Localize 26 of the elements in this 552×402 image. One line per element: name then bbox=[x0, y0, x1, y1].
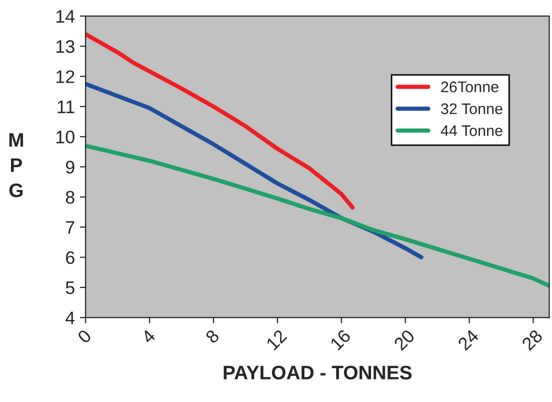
x-tick-label: 24 bbox=[457, 328, 480, 351]
y-tick-label: 5 bbox=[66, 282, 74, 294]
y-tick-label: 9 bbox=[66, 160, 74, 174]
y-tick-label: 10 bbox=[56, 130, 74, 144]
x-axis-title: PAYLOAD - TONNES bbox=[224, 366, 412, 380]
line-series bbox=[86, 32, 355, 210]
x-tick-label: 16 bbox=[330, 328, 352, 351]
x-tick-label: 28 bbox=[521, 328, 544, 351]
y-tick-label: 8 bbox=[66, 190, 74, 204]
legend-label: 32 Tonne bbox=[441, 103, 502, 114]
y-tick-label: 7 bbox=[66, 221, 74, 234]
y-tick-label: 11 bbox=[58, 100, 74, 114]
x-tick-label: 8 bbox=[204, 328, 220, 344]
y-tick-label: 13 bbox=[56, 40, 74, 53]
legend-label: 26Tonne bbox=[441, 81, 498, 92]
legend-label: 44 Tonne bbox=[440, 125, 502, 136]
y-axis-title: MPG bbox=[9, 133, 23, 198]
y-tick-label: 14 bbox=[56, 10, 75, 23]
x-tick-label: 4 bbox=[140, 328, 156, 344]
x-tick-label: 0 bbox=[76, 328, 92, 344]
line-series bbox=[86, 144, 550, 288]
y-tick-label: 4 bbox=[66, 312, 75, 324]
x-tick-label: 12 bbox=[266, 328, 288, 350]
x-tick-label: 20 bbox=[393, 328, 416, 351]
y-tick-label: 12 bbox=[56, 70, 74, 83]
y-tick-label: 6 bbox=[66, 251, 74, 264]
